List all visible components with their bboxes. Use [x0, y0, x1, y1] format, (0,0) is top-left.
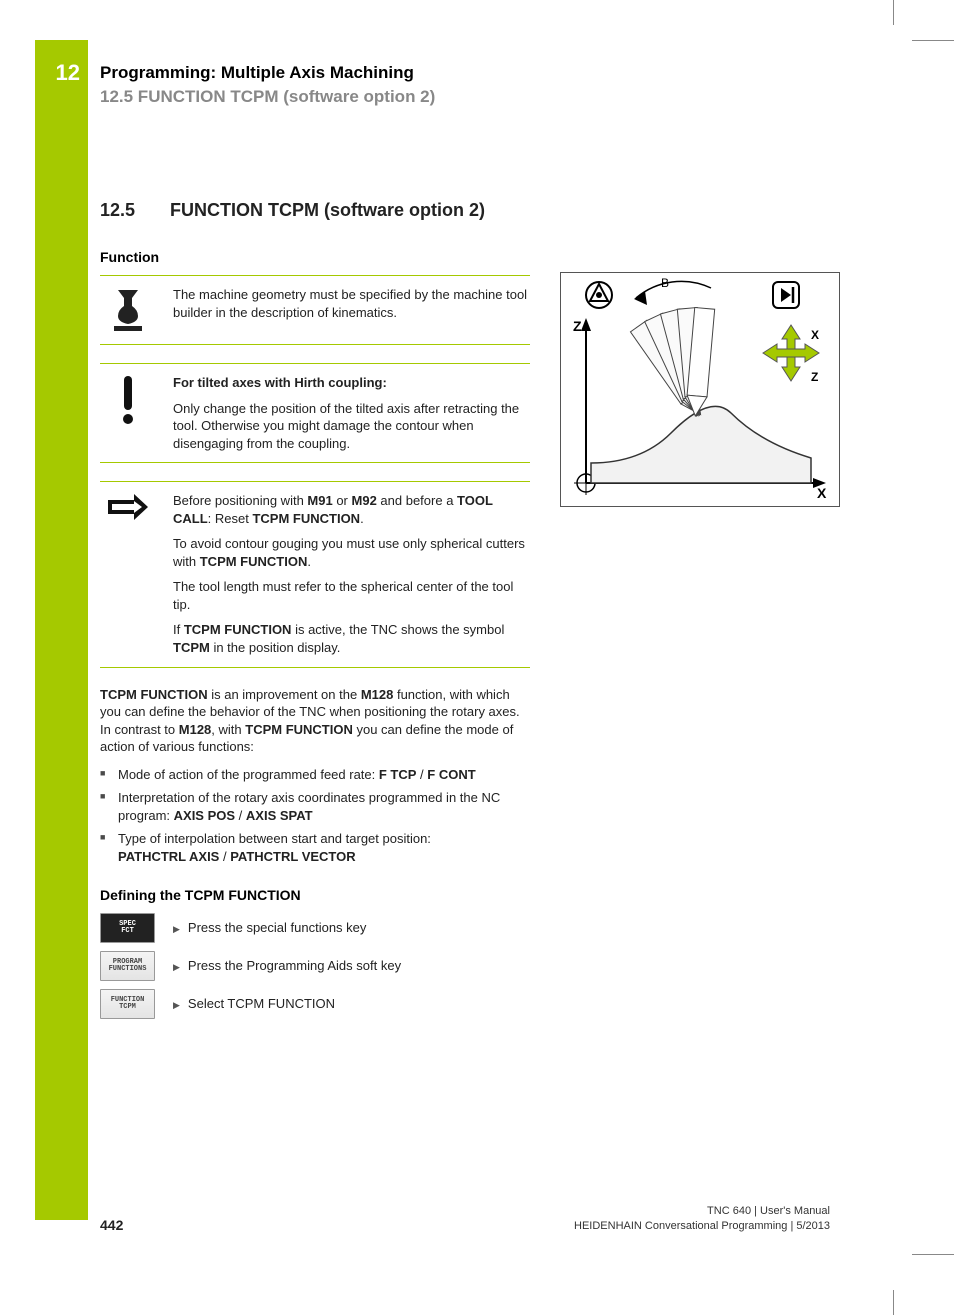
- step-row: SPEC FCT Press the special functions key: [100, 913, 530, 943]
- axis-x-label: X: [817, 485, 827, 501]
- move-x-label: X: [811, 328, 819, 342]
- bullet-list: Mode of action of the programmed feed ra…: [100, 766, 530, 866]
- section-heading: 12.5 FUNCTION TCPM (software option 2): [100, 200, 530, 221]
- callout-text: Only change the position of the tilted a…: [173, 400, 530, 453]
- list-item: Mode of action of the programmed feed ra…: [100, 766, 530, 784]
- crop-mark: [893, 1290, 894, 1315]
- step-text: Press the Programming Aids soft key: [173, 951, 401, 975]
- page-header: Programming: Multiple Axis Machining 12.…: [100, 63, 435, 107]
- section-number: 12.5: [100, 200, 165, 221]
- footer-line1: TNC 640 | User's Manual: [574, 1204, 830, 1218]
- list-item: Type of interpolation between start and …: [100, 830, 530, 865]
- note-p3: The tool length must refer to the spheri…: [173, 578, 530, 613]
- callout-notes: Before positioning with M91 or M92 and b…: [100, 481, 530, 667]
- section-title: FUNCTION TCPM (software option 2): [170, 200, 485, 220]
- callout-geometry: The machine geometry must be specified b…: [100, 275, 530, 345]
- axis-b-label: B: [661, 276, 669, 290]
- note-p4: If TCPM FUNCTION is active, the TNC show…: [173, 621, 530, 656]
- step-text: Select TCPM FUNCTION: [173, 989, 335, 1013]
- function-heading: Function: [100, 249, 530, 265]
- softkey-program-functions[interactable]: PROGRAM FUNCTIONS: [100, 951, 155, 981]
- crop-mark: [893, 0, 894, 25]
- note-p2: To avoid contour gouging you must use on…: [173, 535, 530, 570]
- section-subtitle: 12.5 FUNCTION TCPM (software option 2): [100, 87, 435, 107]
- steps: SPEC FCT Press the special functions key…: [100, 913, 530, 1019]
- callout-text: The machine geometry must be specified b…: [173, 286, 530, 321]
- chapter-number: 12: [35, 60, 88, 86]
- machine-builder-icon: [108, 286, 148, 334]
- note-p1: Before positioning with M91 or M92 and b…: [173, 492, 530, 527]
- main-content: 12.5 FUNCTION TCPM (software option 2) F…: [100, 200, 530, 1027]
- chapter-title: Programming: Multiple Axis Machining: [100, 63, 435, 83]
- arrow-right-icon: [106, 492, 150, 522]
- move-z-label: Z: [811, 370, 818, 384]
- step-text: Press the special functions key: [173, 913, 366, 937]
- crop-mark: [912, 40, 954, 41]
- kinematics-diagram: Z X B: [560, 272, 840, 507]
- page-footer: 442 TNC 640 | User's Manual HEIDENHAIN C…: [100, 1204, 830, 1233]
- step-row: FUNCTION TCPM Select TCPM FUNCTION: [100, 989, 530, 1019]
- defining-heading: Defining the TCPM FUNCTION: [100, 887, 530, 903]
- footer-line2: HEIDENHAIN Conversational Programming | …: [574, 1219, 830, 1233]
- list-item: Interpretation of the rotary axis coordi…: [100, 789, 530, 824]
- callout-heading: For tilted axes with Hirth coupling:: [173, 375, 387, 390]
- softkey-function-tcpm[interactable]: FUNCTION TCPM: [100, 989, 155, 1019]
- page-number: 442: [100, 1217, 123, 1233]
- crop-mark: [912, 1254, 954, 1255]
- step-row: PROGRAM FUNCTIONS Press the Programming …: [100, 951, 530, 981]
- callout-hirth: For tilted axes with Hirth coupling: Onl…: [100, 363, 530, 463]
- body-paragraph: TCPM FUNCTION is an improvement on the M…: [100, 686, 530, 756]
- chapter-sidebar: [35, 40, 88, 1220]
- axis-z-label: Z: [573, 318, 582, 334]
- warning-icon: [114, 374, 142, 426]
- softkey-spec-fct[interactable]: SPEC FCT: [100, 913, 155, 943]
